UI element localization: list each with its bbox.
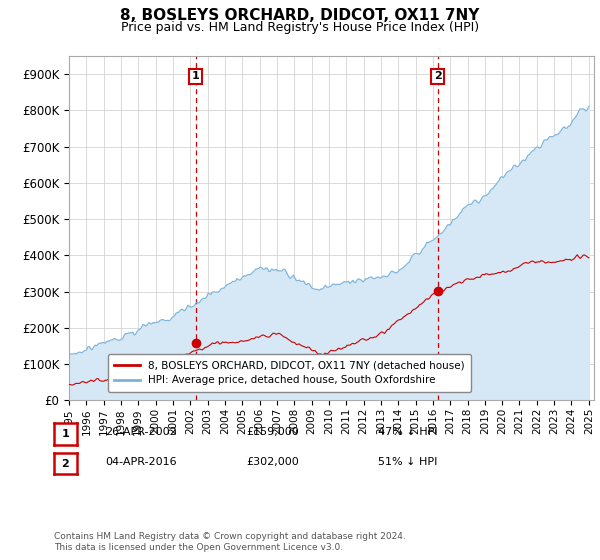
Text: Price paid vs. HM Land Registry's House Price Index (HPI): Price paid vs. HM Land Registry's House …: [121, 21, 479, 34]
Legend: 8, BOSLEYS ORCHARD, DIDCOT, OX11 7NY (detached house), HPI: Average price, detac: 8, BOSLEYS ORCHARD, DIDCOT, OX11 7NY (de…: [108, 354, 471, 392]
Text: 2: 2: [434, 72, 442, 82]
Text: 1: 1: [62, 429, 69, 439]
Text: £302,000: £302,000: [246, 457, 299, 467]
Text: Contains HM Land Registry data © Crown copyright and database right 2024.
This d: Contains HM Land Registry data © Crown c…: [54, 532, 406, 552]
Text: 8, BOSLEYS ORCHARD, DIDCOT, OX11 7NY: 8, BOSLEYS ORCHARD, DIDCOT, OX11 7NY: [121, 8, 479, 24]
Text: 1: 1: [192, 72, 200, 82]
Text: £159,000: £159,000: [246, 427, 299, 437]
Text: 47% ↓ HPI: 47% ↓ HPI: [378, 427, 437, 437]
Text: 2: 2: [62, 459, 69, 469]
Text: 51% ↓ HPI: 51% ↓ HPI: [378, 457, 437, 467]
Text: 04-APR-2016: 04-APR-2016: [105, 457, 176, 467]
Text: 26-APR-2002: 26-APR-2002: [105, 427, 177, 437]
